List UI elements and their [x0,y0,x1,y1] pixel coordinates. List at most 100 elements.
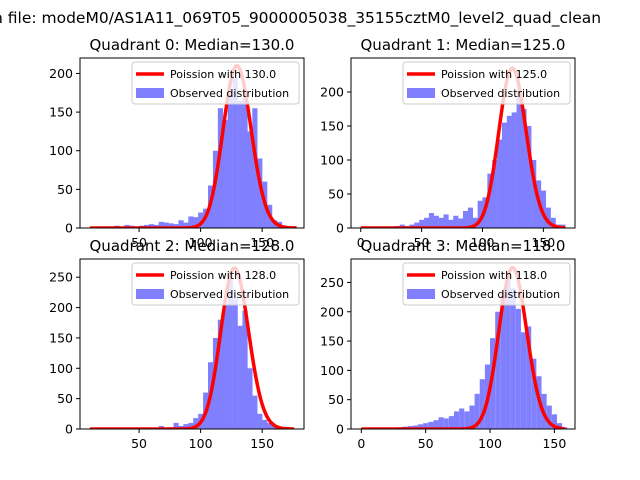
histogram-bar [419,219,425,228]
y-tick-label: 50 [328,392,344,407]
histogram-bar [540,190,547,228]
histogram-bar [477,200,483,228]
axes-frame [350,57,576,229]
histogram-bar [469,405,475,429]
legend: Poission with 128.0 Observed distribution [131,262,300,306]
y-tick-label: 150 [320,119,344,134]
histogram-bar [188,216,194,228]
y-tick-label: 50 [57,391,73,406]
histogram-bar [217,319,224,429]
histogram-bar [526,126,532,228]
histogram-bar [501,122,508,228]
poisson-curve [89,63,298,228]
histogram-bar [183,222,189,228]
histogram-bar [247,368,253,429]
histogram-bar [459,408,465,429]
histogram-bar [472,217,478,228]
panel-1: 0 50 100 150 0 50 100 150 200 Poission with 125.0… [320,36,576,250]
histogram-bar [448,416,454,429]
histogram-bar [237,100,243,228]
histogram-bar [516,92,522,228]
legend-label-poisson: Poission with 118.0 [441,269,547,282]
histogram-bar [232,77,238,228]
histogram-bar [546,405,552,429]
panels: 50 100 150 0 50 100 150 200 Poission with 130.0 O… [49,36,576,451]
histogram-bar [497,139,503,228]
histogram-bar [463,211,469,228]
x-tick-label: 50 [131,235,147,250]
histogram-bar [212,337,219,429]
poisson-curve [89,266,295,429]
y-tick-label: 150 [49,330,73,345]
legend-bar-swatch [407,289,435,299]
histogram-bar [252,108,258,228]
histogram-bar [433,215,439,228]
histogram-bar [531,358,537,429]
x-tick-label: 100 [478,436,502,451]
histogram-bar [505,276,511,429]
histogram-bar [242,310,248,429]
legend-box [402,61,571,105]
histogram-bar [428,213,435,228]
y-tick-label: 100 [320,363,344,378]
histogram-bar [453,411,460,429]
histogram-bar [178,220,184,228]
x-tick-label: 100 [471,235,495,250]
histogram-bar [227,92,233,228]
histogram-bar [232,298,238,429]
histogram-bar [247,131,253,228]
histogram-bar [464,411,470,429]
axes-frame [350,258,576,430]
panel-2: 50 100 150 0 50 100 150 200 250 Poission with 128… [49,237,305,451]
axes-frame [79,57,305,229]
histogram-bar [511,112,517,228]
histogram-bar [257,413,263,429]
histogram-bar [188,422,194,429]
histogram-bar [414,222,420,228]
histogram-bar [492,160,498,228]
panel-title: Quadrant 2: Median=128.0 [90,237,295,255]
histogram-bar [242,96,248,228]
histogram-bar [545,207,551,228]
histogram-bar [262,419,268,429]
histogram-bar [173,422,179,429]
histogram-bar [222,119,228,228]
y-tick-label: 0 [65,422,73,437]
panel-0: 50 100 150 0 50 100 150 200 Poission with 130.0 O… [49,36,305,250]
histogram-bar [495,311,501,429]
panel-title: Quadrant 1: Median=125.0 [361,36,566,54]
legend-label-observed: Observed distribution [441,87,560,100]
legend-box [131,262,300,306]
y-tick-label: 50 [328,187,344,202]
legend-label-observed: Observed distribution [170,288,289,301]
x-tick-label: 50 [414,235,430,250]
y-tick-label: 200 [320,85,344,100]
histogram-bar [257,158,263,228]
histogram-bar [424,217,430,228]
y-tick-label: 100 [49,361,73,376]
legend: Poission with 118.0 Observed distribution [402,262,571,306]
legend-box [402,262,571,306]
y-tick-label: 150 [320,334,344,349]
legend-label-observed: Observed distribution [441,288,560,301]
legend-label-poisson: Poission with 125.0 [441,68,547,81]
x-tick-label: 150 [542,436,566,451]
y-tick-label: 250 [49,270,73,285]
x-tick-label: 50 [418,436,434,451]
y-tick-label: 50 [57,182,73,197]
histogram-bar [521,109,527,228]
histogram-bar [267,422,273,429]
histogram-bar [417,424,424,429]
legend-bar-swatch [136,289,164,299]
figure-suptitle: n file: modeM0/AS1A11_069T05_9000005038_… [0,9,601,28]
histogram-bar [227,274,233,429]
histogram-bar [148,224,155,228]
panel-3: 0 50 100 150 0 50 100 150 200 250 Poission with 11… [320,237,576,451]
y-tick-label: 200 [320,304,344,319]
histogram-bar [510,288,516,429]
histogram-bar [438,417,444,429]
histogram-bar [458,218,464,228]
y-tick-label: 0 [336,221,344,236]
y-tick-label: 0 [336,422,344,437]
